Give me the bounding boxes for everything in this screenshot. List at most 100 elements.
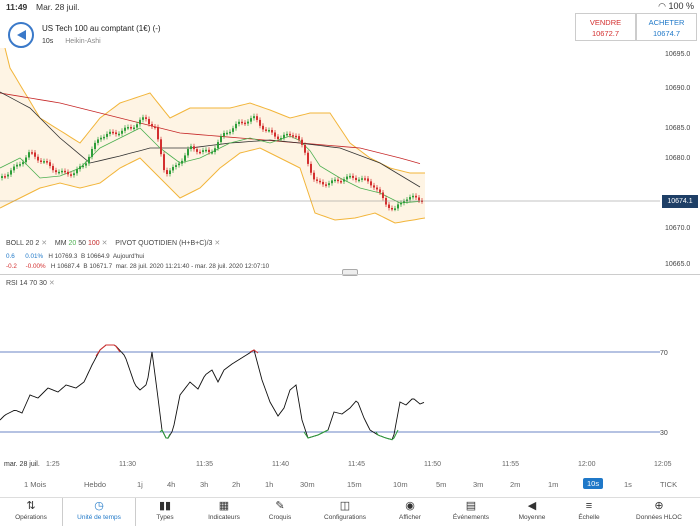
candle-body bbox=[112, 131, 114, 134]
candle-body bbox=[325, 184, 327, 186]
tool-croquis[interactable]: ✎ Croquis bbox=[252, 498, 308, 526]
candle-body bbox=[331, 180, 333, 184]
price-chart[interactable]: 10695.0 10690.0 10685.0 10680.0 10670.0 10665… bbox=[0, 48, 700, 270]
timeframe-1m[interactable]: 1m bbox=[548, 480, 559, 489]
candle-body bbox=[400, 202, 402, 205]
tool-afficher[interactable]: ◉ Afficher bbox=[382, 498, 438, 526]
pencil-icon: ✎ bbox=[275, 500, 285, 512]
candle-body bbox=[73, 173, 75, 176]
tool-donnees-hloc[interactable]: ⊕ Données HLOC bbox=[618, 498, 700, 526]
tool-configurations[interactable]: ◫ Configurations bbox=[308, 498, 382, 526]
close-icon: ✕ bbox=[41, 240, 48, 247]
ma-20-line bbox=[0, 127, 421, 204]
candle-body bbox=[235, 123, 237, 129]
candle-body bbox=[28, 152, 30, 158]
candle-body bbox=[64, 170, 66, 173]
pivot-legend[interactable]: PIVOT QUOTIDIEN (H+B+C)/3 ✕ bbox=[115, 240, 221, 247]
candle-body bbox=[187, 149, 189, 156]
candle-body bbox=[286, 133, 288, 136]
candle-body bbox=[226, 132, 228, 135]
boll-legend[interactable]: BOLL 20 2 ✕ bbox=[6, 240, 48, 247]
timeframe-1-mois[interactable]: 1 Mois bbox=[24, 480, 47, 489]
candle-body bbox=[373, 185, 375, 188]
tool-indicateurs[interactable]: ▦ Indicateurs bbox=[196, 498, 252, 526]
status-bar: 11:49 Mar. 28 juil. ◠ 100 % bbox=[0, 0, 700, 14]
candle-body bbox=[88, 156, 90, 164]
price-axis-label: 10665.0 bbox=[665, 261, 690, 268]
time-tick: 12:00 bbox=[578, 461, 596, 468]
indicator-legend: BOLL 20 2 ✕ MM 20 50 100 ✕ PIVOT QUOTIDI… bbox=[6, 239, 220, 247]
candle-body bbox=[169, 170, 171, 175]
layout-icon: ◫ bbox=[339, 500, 351, 512]
candle-body bbox=[265, 129, 267, 131]
candle-body bbox=[391, 207, 393, 210]
battery-indicator: ◠ 100 % bbox=[658, 1, 694, 12]
mm-legend[interactable]: MM 20 50 100 ✕ bbox=[54, 240, 108, 247]
pane-resize-handle[interactable] bbox=[342, 269, 358, 276]
timeframe-15m[interactable]: 15m bbox=[347, 480, 362, 489]
clock-icon: ◷ bbox=[94, 500, 104, 512]
candle-body bbox=[46, 161, 48, 163]
candle-body bbox=[349, 175, 351, 178]
candle-body bbox=[163, 154, 165, 171]
back-button[interactable] bbox=[8, 22, 34, 48]
candle-body bbox=[319, 180, 321, 183]
timeframe-3m[interactable]: 3m bbox=[473, 480, 484, 489]
candle-body bbox=[229, 131, 231, 134]
rsi-chart[interactable]: 70 30 bbox=[0, 290, 700, 460]
bottom-toolbar: ⇅ Opérations ◷ Unité de temps ▮▮ Types ▦ Ind… bbox=[0, 497, 700, 526]
timeframe-4h[interactable]: 4h bbox=[167, 480, 176, 489]
timeframe-2m[interactable]: 2m bbox=[510, 480, 521, 489]
time-axis: mar. 28 juil. 1:25 11:30 11:35 11:40 11:… bbox=[0, 460, 700, 474]
status-time: 11:49 bbox=[6, 2, 28, 12]
candle-body bbox=[262, 125, 264, 130]
timeframe-hebdo[interactable]: Hebdo bbox=[84, 480, 107, 489]
candle-body bbox=[118, 133, 120, 136]
timeframe-10s[interactable]: 10s bbox=[583, 478, 604, 489]
timeframe-1h[interactable]: 1h bbox=[265, 480, 274, 489]
buy-button[interactable]: ACHETER 10674.7 bbox=[636, 13, 697, 41]
candle-body bbox=[358, 179, 360, 182]
timeframe-30m[interactable]: 30m bbox=[300, 480, 315, 489]
candle-body bbox=[10, 170, 12, 175]
timeframe-10m[interactable]: 10m bbox=[393, 480, 408, 489]
rsi-legend[interactable]: RSI 14 70 30 ✕ bbox=[6, 280, 55, 287]
wifi-icon: ◠ bbox=[658, 1, 666, 11]
candle-body bbox=[193, 146, 195, 150]
candle-body bbox=[274, 132, 276, 137]
rsi-30-label: 30 bbox=[660, 430, 668, 437]
candle-body bbox=[175, 165, 177, 167]
tool-evenements[interactable]: ▤ Événements bbox=[438, 498, 504, 526]
sell-button[interactable]: VENDRE 10672.7 bbox=[575, 13, 636, 41]
tool-types[interactable]: ▮▮ Types bbox=[134, 498, 196, 526]
timeframe-1j[interactable]: 1j bbox=[137, 480, 143, 489]
candle-body bbox=[106, 133, 108, 137]
tool-echelle[interactable]: ≡ Échelle bbox=[560, 498, 618, 526]
candle-body bbox=[295, 135, 297, 138]
timeframe-3h[interactable]: 3h bbox=[200, 480, 209, 489]
candle-body bbox=[394, 208, 396, 210]
indicator-row-1: 0.6 0.01% H 10769.3 B 10664.9 Aujourd'hu… bbox=[6, 253, 145, 260]
candle-body bbox=[184, 155, 186, 161]
candle-body bbox=[202, 150, 204, 152]
candle-body bbox=[130, 127, 132, 129]
rsi-line bbox=[0, 344, 425, 441]
tool-operations[interactable]: ⇅ Opérations bbox=[0, 498, 62, 526]
timeframe-tick[interactable]: TICK bbox=[660, 480, 678, 489]
timeframe-2h[interactable]: 2h bbox=[232, 480, 241, 489]
candle-body bbox=[259, 119, 261, 126]
candle-body bbox=[40, 160, 42, 162]
candle-body bbox=[124, 127, 126, 131]
timeframe-1s[interactable]: 1s bbox=[624, 480, 632, 489]
candle-body bbox=[94, 142, 96, 150]
time-axis-date: mar. 28 juil. bbox=[4, 461, 40, 468]
rsi-oversold-segment bbox=[303, 429, 329, 439]
candle-body bbox=[166, 170, 168, 175]
time-tick: 11:50 bbox=[424, 461, 441, 468]
instrument-title: US Tech 100 au comptant (1€) (-) bbox=[42, 24, 161, 33]
candle-body bbox=[253, 116, 255, 119]
timeframe-5m[interactable]: 5m bbox=[436, 480, 447, 489]
candle-body bbox=[244, 122, 246, 125]
tool-unite-de-temps[interactable]: ◷ Unité de temps bbox=[62, 498, 136, 526]
tool-moyenne[interactable]: ◀ Moyenne bbox=[504, 498, 560, 526]
